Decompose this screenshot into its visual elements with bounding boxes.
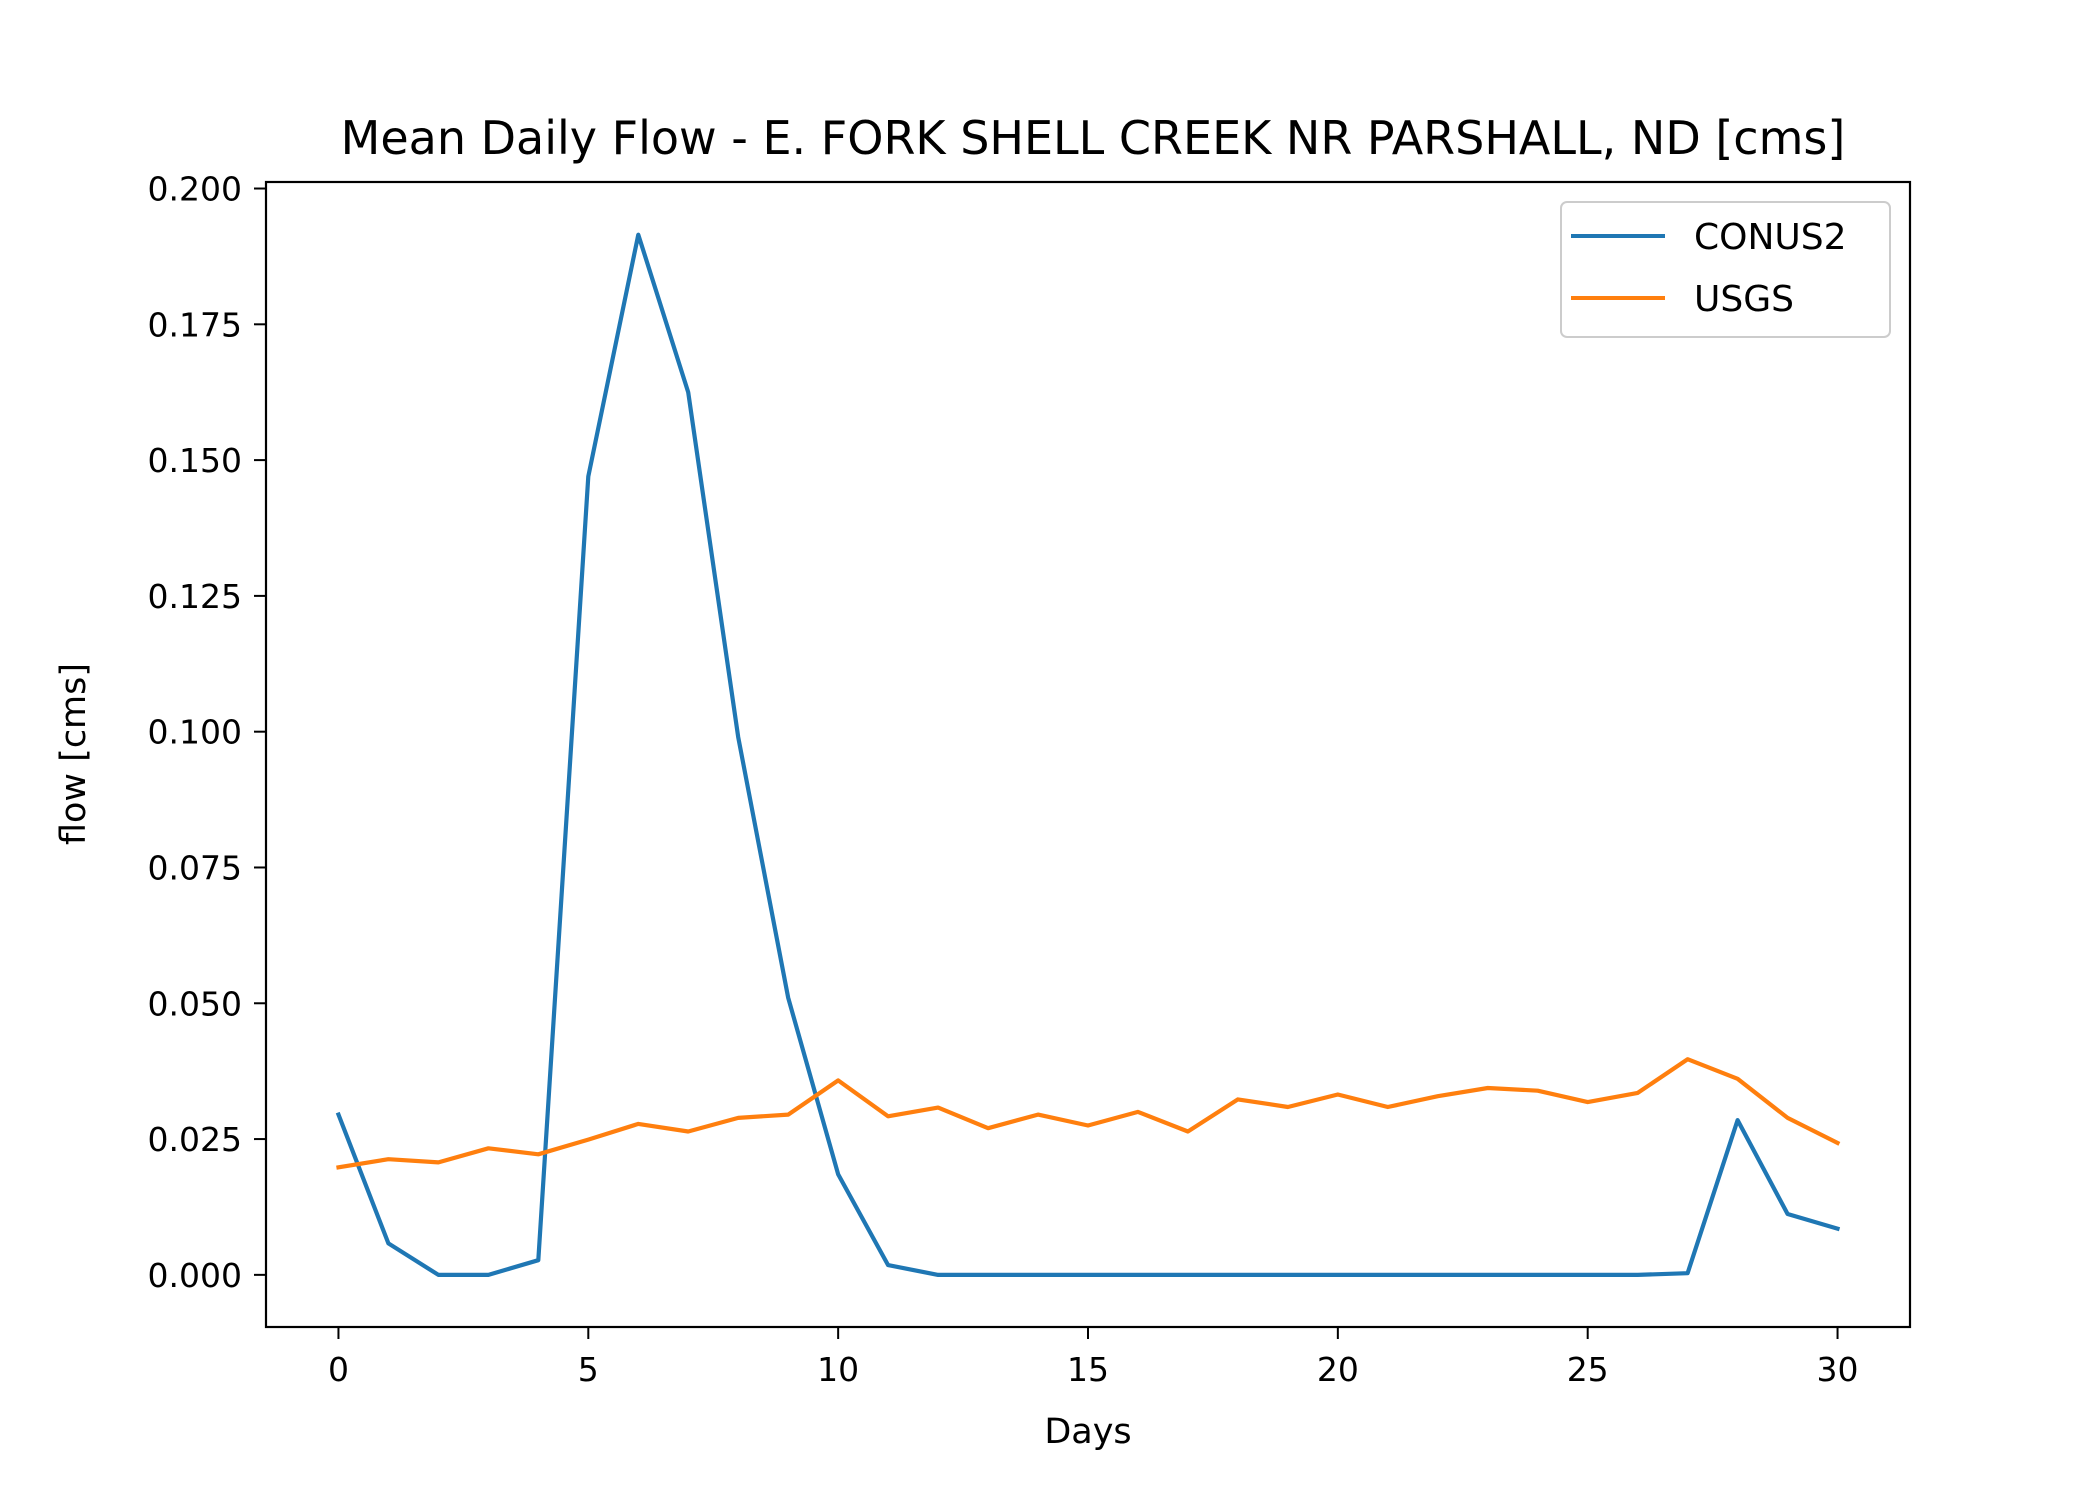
y-tick-label: 0.100 [148, 713, 242, 752]
plot-lines [335, 232, 1841, 1278]
series-line-conus2 [335, 232, 1841, 1278]
x-tick-label: 0 [328, 1350, 349, 1389]
x-tick-label: 10 [817, 1350, 859, 1389]
y-tick-label: 0.025 [148, 1120, 242, 1159]
x-tick-label: 25 [1567, 1350, 1609, 1389]
y-tick-label: 0.175 [148, 305, 242, 344]
y-tick-label: 0.125 [148, 577, 242, 616]
x-axis-label: Days [1044, 1412, 1131, 1452]
series-line-usgs [336, 1057, 1841, 1170]
legend: CONUS2 USGS [1560, 201, 1891, 338]
y-tick-label: 0.150 [148, 441, 242, 480]
x-tick-label: 20 [1317, 1350, 1359, 1389]
legend-label-usgs: USGS [1694, 279, 1794, 320]
y-tick-label: 0.050 [148, 984, 242, 1023]
x-tick-label: 5 [578, 1350, 599, 1389]
x-axis: 0 5 10 15 20 25 30 [328, 1327, 1859, 1389]
y-axis: 0.000 0.025 0.050 0.075 0.100 0.125 0.150 0.175… [148, 170, 266, 1295]
y-tick-label: 0.075 [148, 848, 242, 887]
y-tick-label: 0.000 [148, 1256, 242, 1295]
y-axis-label: flow [cms] [54, 663, 94, 845]
y-tick-label: 0.200 [148, 170, 242, 209]
chart-title: Mean Daily Flow - E. FORK SHELL CREEK NR… [341, 111, 1846, 165]
x-tick-label: 30 [1817, 1350, 1859, 1389]
x-tick-label: 15 [1067, 1350, 1109, 1389]
legend-label-conus2: CONUS2 [1694, 217, 1847, 258]
